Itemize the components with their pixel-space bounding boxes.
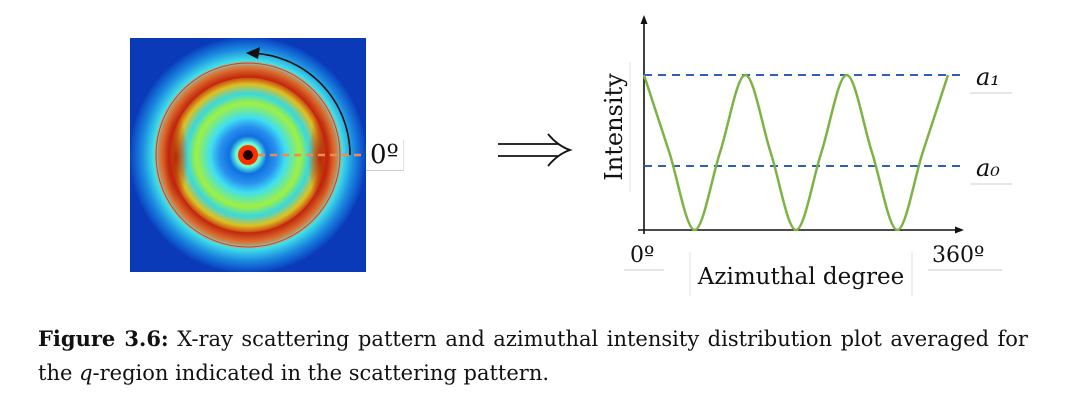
- q-region-inner-ring: [169, 76, 327, 234]
- implies-arrow-icon: [498, 133, 573, 167]
- figure: 0º Intensity a₁ a₀ 0: [130, 15, 1012, 296]
- left-intensity-lobe: [164, 114, 188, 202]
- intensity-curve-series: [642, 73, 950, 232]
- caption-text-part-2: -region indicated in the scattering patt…: [92, 361, 550, 385]
- azimuth-direction-arc: [249, 52, 351, 156]
- caption-text-part-1: X-ray scattering pattern and azimuthal i…: [38, 327, 1028, 385]
- level-label-a0: a₀: [976, 154, 1000, 182]
- caption-q-variable: q: [79, 361, 93, 385]
- y-axis-label: Intensity: [600, 73, 628, 181]
- caption-figure-number: Figure 3.6:: [38, 326, 169, 351]
- zero-degree-label: 0º: [366, 140, 404, 171]
- x-tick-end: 360º: [932, 243, 984, 268]
- azimuth-arrowhead: [246, 47, 260, 59]
- scattering-pattern-image: [130, 38, 366, 272]
- level-label-a1: a₁: [976, 63, 1000, 91]
- x-tick-start: 0º: [630, 243, 654, 268]
- azimuthal-intensity-plot: Intensity a₁ a₀ 0º 360º Azimuthal degree: [598, 15, 1012, 296]
- x-axis-label: Azimuthal degree: [697, 264, 904, 290]
- right-intensity-lobe: [308, 114, 332, 202]
- plot-axes: [638, 15, 964, 234]
- figure-caption: Figure 3.6: X-ray scattering pattern and…: [38, 322, 1028, 390]
